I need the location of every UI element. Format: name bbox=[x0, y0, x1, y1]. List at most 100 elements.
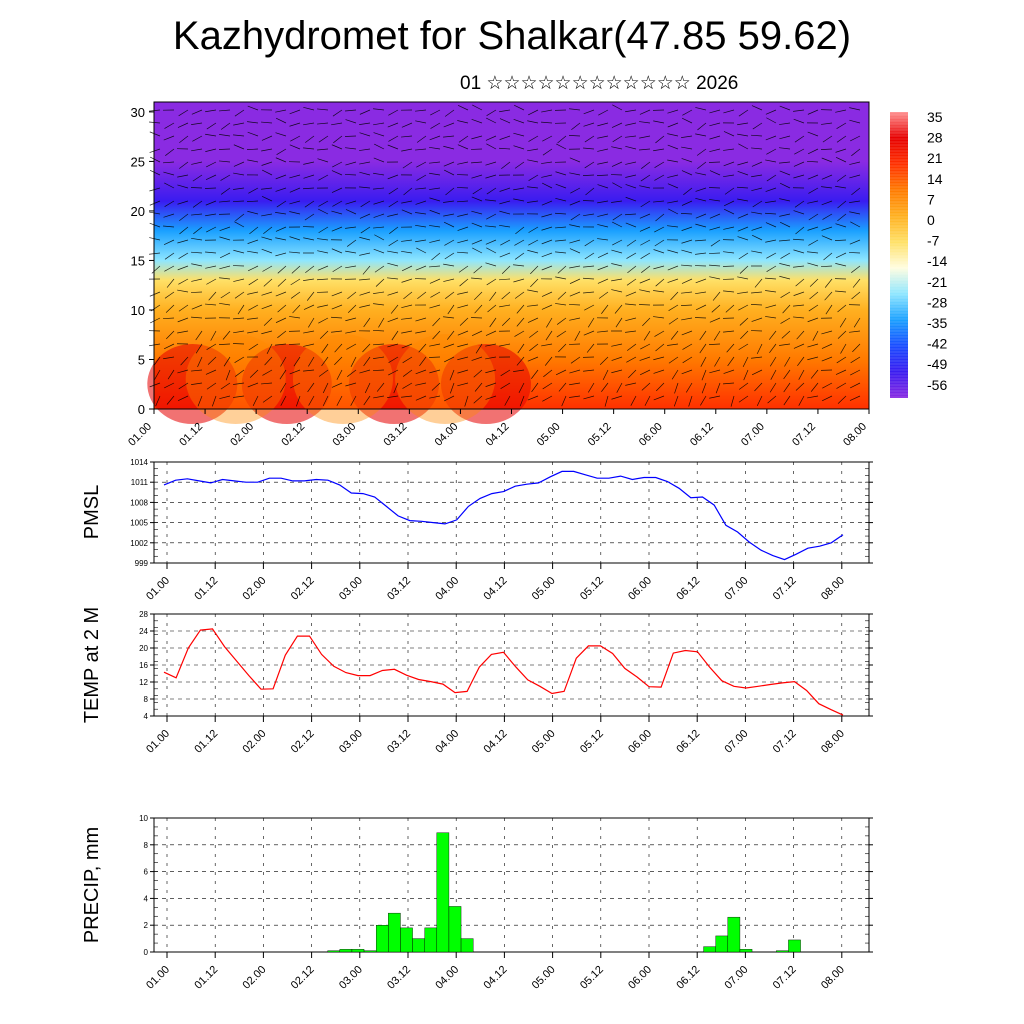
wind-barb bbox=[207, 356, 217, 365]
wind-barb bbox=[625, 122, 637, 126]
precip-bar bbox=[703, 946, 716, 953]
precip-bar bbox=[715, 935, 729, 953]
wind-barb bbox=[527, 317, 539, 323]
warm-patch bbox=[147, 344, 238, 424]
wind-barb bbox=[681, 264, 693, 267]
wind-barb bbox=[471, 356, 483, 361]
wind-barb bbox=[513, 118, 525, 124]
wind-barb bbox=[751, 134, 763, 137]
wind-barb bbox=[709, 199, 721, 202]
wind-barb bbox=[275, 174, 287, 180]
wind-barb bbox=[334, 343, 343, 353]
wind-barb bbox=[417, 291, 427, 300]
wind-barb bbox=[247, 250, 259, 254]
wind-barb bbox=[738, 395, 749, 403]
wind-barb bbox=[280, 395, 287, 406]
wind-barb bbox=[765, 159, 777, 163]
wind-barb bbox=[782, 304, 791, 314]
panel4-ytick-label: 6 bbox=[144, 868, 149, 877]
wind-barb bbox=[639, 278, 651, 284]
wind-barb bbox=[178, 109, 189, 117]
wind-barb bbox=[373, 356, 385, 359]
wind-barb bbox=[234, 291, 245, 299]
panel2-ytick-label: 1002 bbox=[130, 539, 148, 548]
wind-barb bbox=[835, 263, 847, 267]
wind-barb bbox=[513, 198, 525, 202]
wind-barb bbox=[586, 343, 595, 353]
precip-bar bbox=[460, 938, 474, 953]
wind-barb bbox=[443, 169, 455, 176]
wind-barb bbox=[779, 135, 791, 140]
wind-barb bbox=[793, 174, 805, 179]
wind-barb bbox=[275, 237, 287, 241]
wind-barb bbox=[318, 135, 329, 143]
wind-barb bbox=[374, 265, 385, 273]
wind-barb bbox=[429, 161, 441, 164]
wind-barb bbox=[350, 356, 357, 367]
wind-barb bbox=[569, 278, 581, 284]
wind-barb bbox=[499, 147, 511, 150]
wind-barb bbox=[751, 369, 763, 376]
wind-barb bbox=[821, 200, 833, 206]
wind-barb bbox=[723, 382, 735, 385]
wind-barb bbox=[515, 226, 525, 235]
panel2-xtick-label: 04.12 bbox=[482, 575, 510, 603]
wind-barb bbox=[527, 395, 539, 401]
wind-barb bbox=[275, 132, 287, 137]
wind-barb bbox=[697, 161, 707, 169]
precip-bar bbox=[436, 832, 450, 953]
wind-barb bbox=[793, 118, 805, 124]
wind-barb bbox=[418, 343, 427, 353]
wind-barb bbox=[275, 187, 287, 192]
wind-barb bbox=[626, 239, 637, 247]
wind-barb bbox=[626, 356, 637, 363]
wind-barb bbox=[333, 135, 343, 144]
wind-barb bbox=[359, 369, 371, 374]
wind-barb bbox=[807, 262, 819, 267]
wind-barb bbox=[486, 187, 497, 195]
wind-barb bbox=[363, 395, 371, 406]
wind-barb bbox=[739, 317, 749, 326]
wind-barb bbox=[837, 213, 847, 222]
wind-barb bbox=[363, 356, 371, 367]
wind-barb bbox=[387, 277, 399, 280]
wind-barb bbox=[163, 135, 175, 141]
wind-barb bbox=[499, 278, 511, 281]
panel1-ytick-label: 0 bbox=[138, 402, 145, 417]
wind-barb bbox=[471, 161, 483, 164]
pmsl-axis-label: PMSL bbox=[81, 485, 103, 539]
wind-barb bbox=[541, 174, 553, 178]
wind-barb bbox=[373, 157, 385, 163]
wind-barb bbox=[738, 304, 749, 311]
wind-barb bbox=[177, 122, 189, 128]
wind-barb bbox=[485, 395, 497, 400]
wind-barb bbox=[569, 200, 581, 206]
wind-barb bbox=[317, 304, 329, 308]
wind-barb bbox=[429, 343, 441, 347]
wind-barb bbox=[219, 252, 231, 259]
wind-barb bbox=[527, 304, 539, 307]
wind-barb bbox=[219, 226, 231, 231]
wind-barb bbox=[513, 278, 525, 283]
wind-barb bbox=[528, 174, 539, 181]
panel4-ytick-label: 0 bbox=[144, 948, 149, 957]
wind-barb bbox=[289, 251, 301, 254]
wind-barb bbox=[473, 265, 483, 274]
wind-barb bbox=[723, 369, 735, 374]
wind-barb bbox=[625, 109, 637, 113]
colorbar-label: 28 bbox=[927, 130, 943, 146]
wind-barb bbox=[443, 135, 455, 138]
wind-barb bbox=[583, 369, 595, 372]
wind-barb bbox=[513, 104, 525, 111]
wind-barb bbox=[149, 291, 161, 297]
wind-barb bbox=[850, 221, 861, 228]
wind-barb bbox=[766, 148, 777, 155]
wind-barb bbox=[640, 343, 651, 350]
wind-barb bbox=[541, 161, 553, 164]
wind-barb bbox=[667, 343, 679, 346]
wind-barb bbox=[712, 291, 721, 301]
wind-barb bbox=[737, 226, 749, 232]
wind-barb bbox=[292, 304, 301, 314]
wind-barb bbox=[727, 356, 735, 367]
panel4-xtick-label: 03.00 bbox=[337, 964, 365, 992]
